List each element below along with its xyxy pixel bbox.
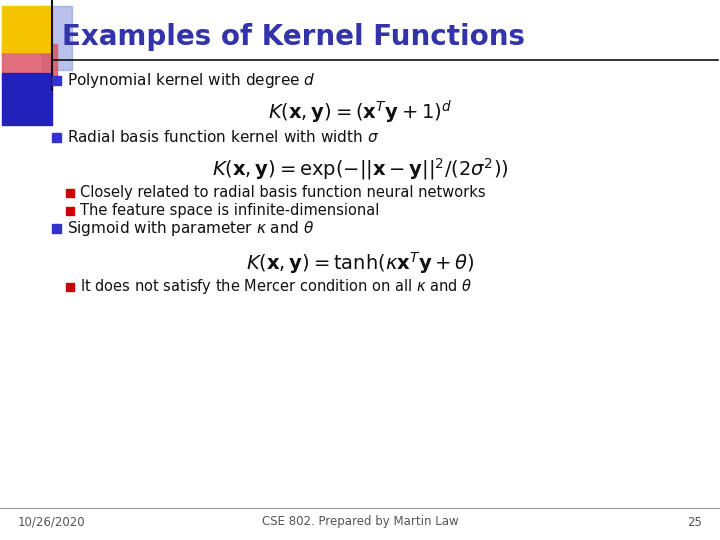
Bar xyxy=(2,44,57,82)
Bar xyxy=(66,189,74,197)
Text: CSE 802. Prepared by Martin Law: CSE 802. Prepared by Martin Law xyxy=(261,516,459,529)
Text: $K(\mathbf{x}, \mathbf{y}) = (\mathbf{x}^T\mathbf{y} + 1)^d$: $K(\mathbf{x}, \mathbf{y}) = (\mathbf{x}… xyxy=(268,98,452,126)
Bar xyxy=(42,6,72,70)
Bar xyxy=(2,73,52,125)
Text: Radial basis function kernel with width $\sigma$: Radial basis function kernel with width … xyxy=(67,129,379,145)
Text: Polynomial kernel with degree $\it{d}$: Polynomial kernel with degree $\it{d}$ xyxy=(67,71,315,90)
Text: It does not satisfy the Mercer condition on all $\kappa$ and $\theta$: It does not satisfy the Mercer condition… xyxy=(80,278,472,296)
Text: 25: 25 xyxy=(687,516,702,529)
Text: The feature space is infinite-dimensional: The feature space is infinite-dimensiona… xyxy=(80,204,379,219)
Text: Examples of Kernel Functions: Examples of Kernel Functions xyxy=(62,23,525,51)
Bar xyxy=(52,224,61,233)
Bar xyxy=(66,283,74,291)
Text: Closely related to radial basis function neural networks: Closely related to radial basis function… xyxy=(80,186,485,200)
Text: $K(\mathbf{x}, \mathbf{y}) = \exp(-||\mathbf{x} - \mathbf{y}||^2/(2\sigma^2))$: $K(\mathbf{x}, \mathbf{y}) = \exp(-||\ma… xyxy=(212,156,508,182)
Bar xyxy=(66,207,74,215)
Bar xyxy=(52,133,61,142)
Text: 10/26/2020: 10/26/2020 xyxy=(18,516,86,529)
Bar xyxy=(2,6,50,52)
Bar xyxy=(52,76,61,85)
Text: $K(\mathbf{x}, \mathbf{y}) = \tanh(\kappa\mathbf{x}^T\mathbf{y} + \theta)$: $K(\mathbf{x}, \mathbf{y}) = \tanh(\kapp… xyxy=(246,250,474,276)
Text: Sigmoid with parameter $\kappa$ and $\theta$: Sigmoid with parameter $\kappa$ and $\th… xyxy=(67,219,315,238)
